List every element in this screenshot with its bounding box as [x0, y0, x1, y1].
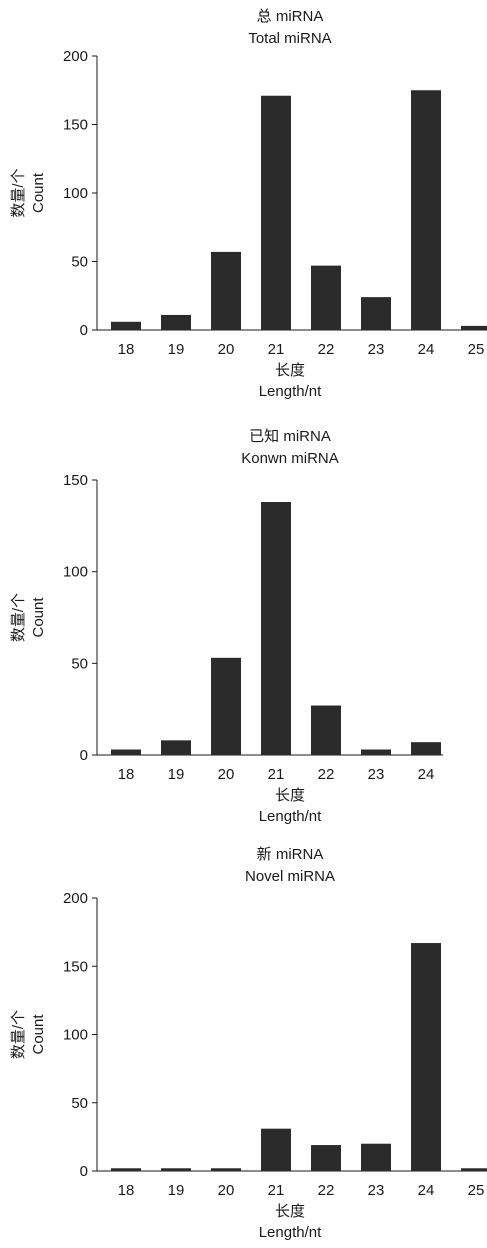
x-tick-label: 22: [318, 341, 335, 358]
y-axis-label-en: Count: [30, 172, 47, 213]
x-tick-label: 18: [118, 1182, 135, 1199]
y-tick-label: 0: [80, 322, 88, 339]
x-tick-label: 23: [368, 1182, 385, 1199]
bar-18: [111, 1168, 141, 1171]
y-axis-label: 数量/个: [10, 168, 27, 217]
y-tick-label: 100: [63, 1027, 88, 1044]
y-tick-label: 100: [63, 564, 88, 581]
bar-20: [211, 251, 241, 330]
x-tick-label: 25: [468, 1182, 485, 1199]
y-axis-label-en: Count: [30, 1014, 47, 1055]
x-tick-label: 19: [168, 766, 185, 783]
x-axis-label: 长度: [275, 362, 305, 379]
x-tick-label: 18: [118, 341, 135, 358]
bar-25: [461, 325, 487, 330]
bar-21: [261, 95, 291, 330]
chart-title: 新 miRNA: [257, 846, 324, 863]
x-tick-label: 22: [318, 1182, 335, 1199]
x-tick-label: 22: [318, 766, 335, 783]
bar-22: [311, 705, 341, 755]
x-tick-label: 23: [368, 341, 385, 358]
bar-21: [261, 1128, 291, 1171]
bar-19: [161, 314, 191, 330]
y-axis-label: 数量/个: [10, 593, 27, 642]
x-tick-label: 24: [418, 766, 435, 783]
x-tick-label: 20: [218, 341, 235, 358]
bar-22: [311, 1145, 341, 1171]
bar-18: [111, 749, 141, 755]
x-axis-label: 长度: [275, 787, 305, 804]
y-tick-label: 150: [63, 958, 88, 975]
chart-title: 已知 miRNA: [249, 428, 331, 445]
x-tick-label: 25: [468, 341, 485, 358]
bar-24: [411, 742, 441, 755]
y-tick-label: 150: [63, 117, 88, 134]
chart-svg-0: 总 miRNA Total miRNA 0 50 100 150 200 18 19 20 21 22…: [10, 8, 487, 400]
y-tick-label: 50: [71, 1095, 88, 1112]
bar-18: [111, 321, 141, 330]
bar-24: [411, 90, 441, 330]
x-axis-label: 长度: [275, 1203, 305, 1220]
bar-19: [161, 740, 191, 755]
x-tick-label: 23: [368, 766, 385, 783]
bar-24: [411, 943, 441, 1171]
y-axis-label-en: Count: [30, 597, 47, 638]
bar-23: [361, 297, 391, 330]
chart-title: 总 miRNA: [257, 8, 324, 25]
y-tick-label: 200: [63, 48, 88, 65]
y-tick-label: 200: [63, 890, 88, 907]
bar-20: [211, 657, 241, 755]
x-tick-label: 20: [218, 766, 235, 783]
x-axis-label-en: Length/nt: [259, 1224, 322, 1241]
y-tick-label: 150: [63, 472, 88, 489]
chart-svg-2: 新 miRNA Novel miRNA 0 50 100 150 200 18 19 20 21 22…: [10, 846, 487, 1241]
y-tick-label: 100: [63, 185, 88, 202]
bar-22: [311, 265, 341, 330]
bar-21: [261, 502, 291, 755]
bar-23: [361, 749, 391, 755]
y-tick-label: 0: [80, 747, 88, 764]
chart-total-mirna: 总 miRNA Total miRNA 0 50 100 150 200 18 19 20 21 22…: [0, 0, 487, 410]
x-tick-label: 24: [418, 1182, 435, 1199]
y-axis-label: 数量/个: [10, 1010, 27, 1059]
x-tick-label: 19: [168, 1182, 185, 1199]
bar-23: [361, 1143, 391, 1171]
y-tick-label: 0: [80, 1163, 88, 1180]
x-tick-label: 18: [118, 766, 135, 783]
chart-known-mirna: 已知 miRNA Konwn miRNA 0 50 100 150 18 19 20 21 22 23…: [0, 420, 487, 830]
chart-subtitle: Konwn miRNA: [241, 450, 339, 467]
x-tick-label: 21: [268, 1182, 285, 1199]
chart-novel-mirna: 新 miRNA Novel miRNA 0 50 100 150 200 18 19 20 21 22…: [0, 838, 487, 1248]
y-tick-label: 50: [71, 655, 88, 672]
bar-20: [211, 1168, 241, 1171]
bar-25: [461, 1168, 487, 1171]
x-tick-label: 19: [168, 341, 185, 358]
x-axis-label-en: Length/nt: [259, 383, 322, 400]
x-tick-label: 20: [218, 1182, 235, 1199]
bar-19: [161, 1168, 191, 1171]
x-axis-label-en: Length/nt: [259, 808, 322, 825]
x-tick-label: 24: [418, 341, 435, 358]
x-tick-label: 21: [268, 766, 285, 783]
x-tick-label: 21: [268, 341, 285, 358]
y-tick-label: 50: [71, 254, 88, 271]
chart-svg-1: 已知 miRNA Konwn miRNA 0 50 100 150 18 19 20 21 22 23…: [10, 428, 443, 825]
chart-subtitle: Novel miRNA: [245, 868, 335, 885]
chart-subtitle: Total miRNA: [248, 30, 331, 47]
